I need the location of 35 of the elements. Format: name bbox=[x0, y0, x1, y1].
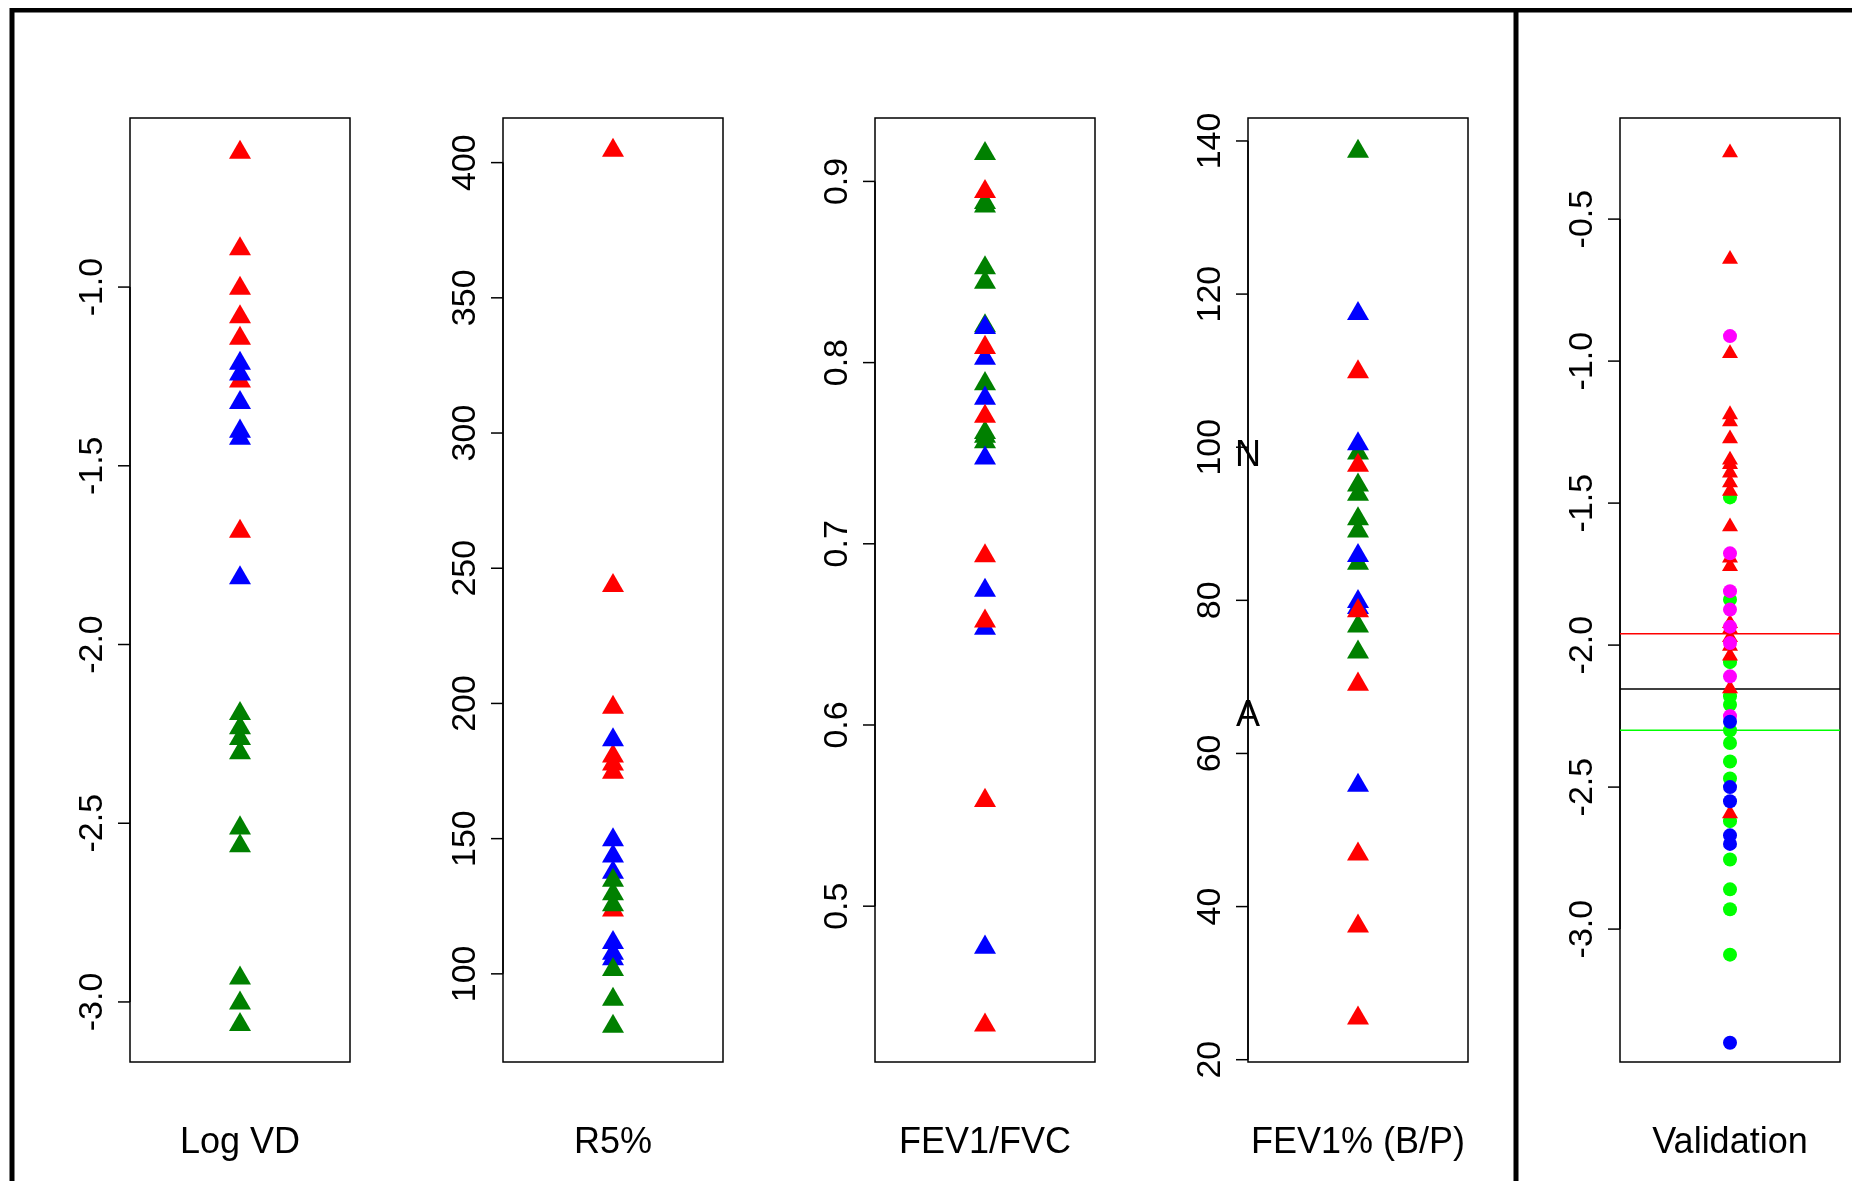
y-tick-label: -3.0 bbox=[1561, 899, 1599, 959]
y-tick-label: 150 bbox=[444, 810, 482, 868]
y-tick-label: 400 bbox=[444, 134, 482, 191]
y-tick-label: 120 bbox=[1189, 265, 1227, 323]
x-tick-label: Log VD bbox=[179, 1120, 301, 1161]
y-tick-label: 140 bbox=[1189, 112, 1227, 170]
y-tick-label: -3.0 bbox=[71, 972, 109, 1032]
y-tick-label: 300 bbox=[444, 404, 482, 462]
y-tick-label: -1.5 bbox=[71, 436, 109, 496]
y-tick-label: 350 bbox=[444, 269, 482, 327]
y-tick-label: -1.5 bbox=[1561, 473, 1599, 533]
y-tick-label: 0.8 bbox=[816, 338, 854, 387]
y-tick-label: 80 bbox=[1189, 581, 1227, 620]
y-tick-label: 100 bbox=[1189, 418, 1227, 476]
y-tick-label: -2.5 bbox=[71, 793, 109, 853]
x-tick-label: FEV1/FVC bbox=[898, 1120, 1072, 1161]
y-tick-label: -0.5 bbox=[1561, 189, 1599, 249]
y-tick-label: -2.5 bbox=[1561, 757, 1599, 817]
x-tick-label: Validation bbox=[1652, 1120, 1808, 1161]
y-tick-label: 0.6 bbox=[816, 701, 854, 749]
y-tick-label: 60 bbox=[1189, 734, 1227, 773]
y-tick-label: 0.9 bbox=[816, 157, 854, 206]
y-tick-label: -1.0 bbox=[71, 257, 109, 317]
y-tick-label: 250 bbox=[444, 539, 482, 597]
y-tick-label: 20 bbox=[1189, 1040, 1227, 1079]
y-tick-label: -2.0 bbox=[1561, 615, 1599, 675]
y-tick-label: 100 bbox=[444, 945, 482, 1003]
y-tick-label: 200 bbox=[444, 675, 482, 732]
y-tick-label: -2.0 bbox=[71, 615, 109, 674]
y-tick-label: -1.0 bbox=[1561, 331, 1599, 391]
x-tick-label: R5% bbox=[573, 1120, 653, 1161]
y-tick-label: 0.7 bbox=[816, 520, 854, 568]
y-tick-label: 0.5 bbox=[816, 882, 854, 930]
y-tick-label: 40 bbox=[1189, 887, 1227, 926]
x-tick-label: FEV1% (B/P) bbox=[1250, 1120, 1466, 1161]
